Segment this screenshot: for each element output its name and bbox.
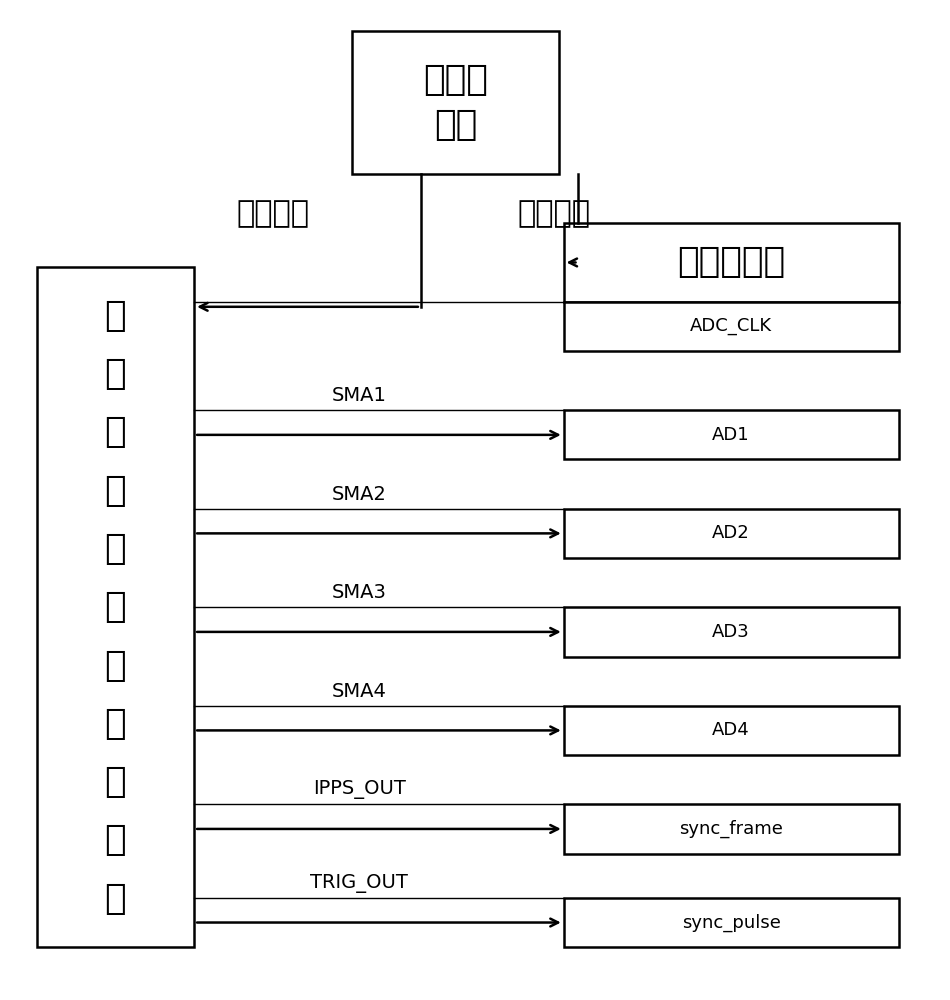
Text: 雷
达
导
引
头
综
合
测
试
装
置: 雷 达 导 引 头 综 合 测 试 装 置 (104, 299, 126, 916)
Bar (37, 267, 194, 947)
Bar (563, 706, 899, 755)
Bar (563, 607, 899, 657)
Text: SMA4: SMA4 (332, 682, 387, 701)
Text: AD4: AD4 (712, 721, 750, 739)
Text: SMA2: SMA2 (332, 485, 387, 504)
Text: TRIG_OUT: TRIG_OUT (311, 874, 408, 893)
Text: 参考时钟: 参考时钟 (237, 199, 310, 228)
Text: 时钟信
号源: 时钟信 号源 (423, 63, 487, 142)
Text: IPPS_OUT: IPPS_OUT (313, 780, 406, 799)
Bar (563, 898, 899, 947)
Text: sync_pulse: sync_pulse (682, 913, 781, 932)
Bar (563, 509, 899, 558)
Bar (563, 302, 899, 351)
Bar (563, 410, 899, 459)
Bar (352, 31, 559, 174)
Bar (563, 223, 899, 302)
Text: SMA3: SMA3 (332, 583, 387, 602)
Text: AD1: AD1 (712, 426, 750, 444)
Text: 信号处理器: 信号处理器 (677, 245, 786, 279)
Text: AD2: AD2 (712, 524, 750, 542)
Bar (563, 804, 899, 854)
Text: SMA1: SMA1 (332, 386, 387, 405)
Text: sync_frame: sync_frame (679, 820, 783, 838)
Text: 采样时钟: 采样时钟 (518, 199, 590, 228)
Text: ADC_CLK: ADC_CLK (690, 317, 772, 335)
Text: AD3: AD3 (712, 623, 750, 641)
